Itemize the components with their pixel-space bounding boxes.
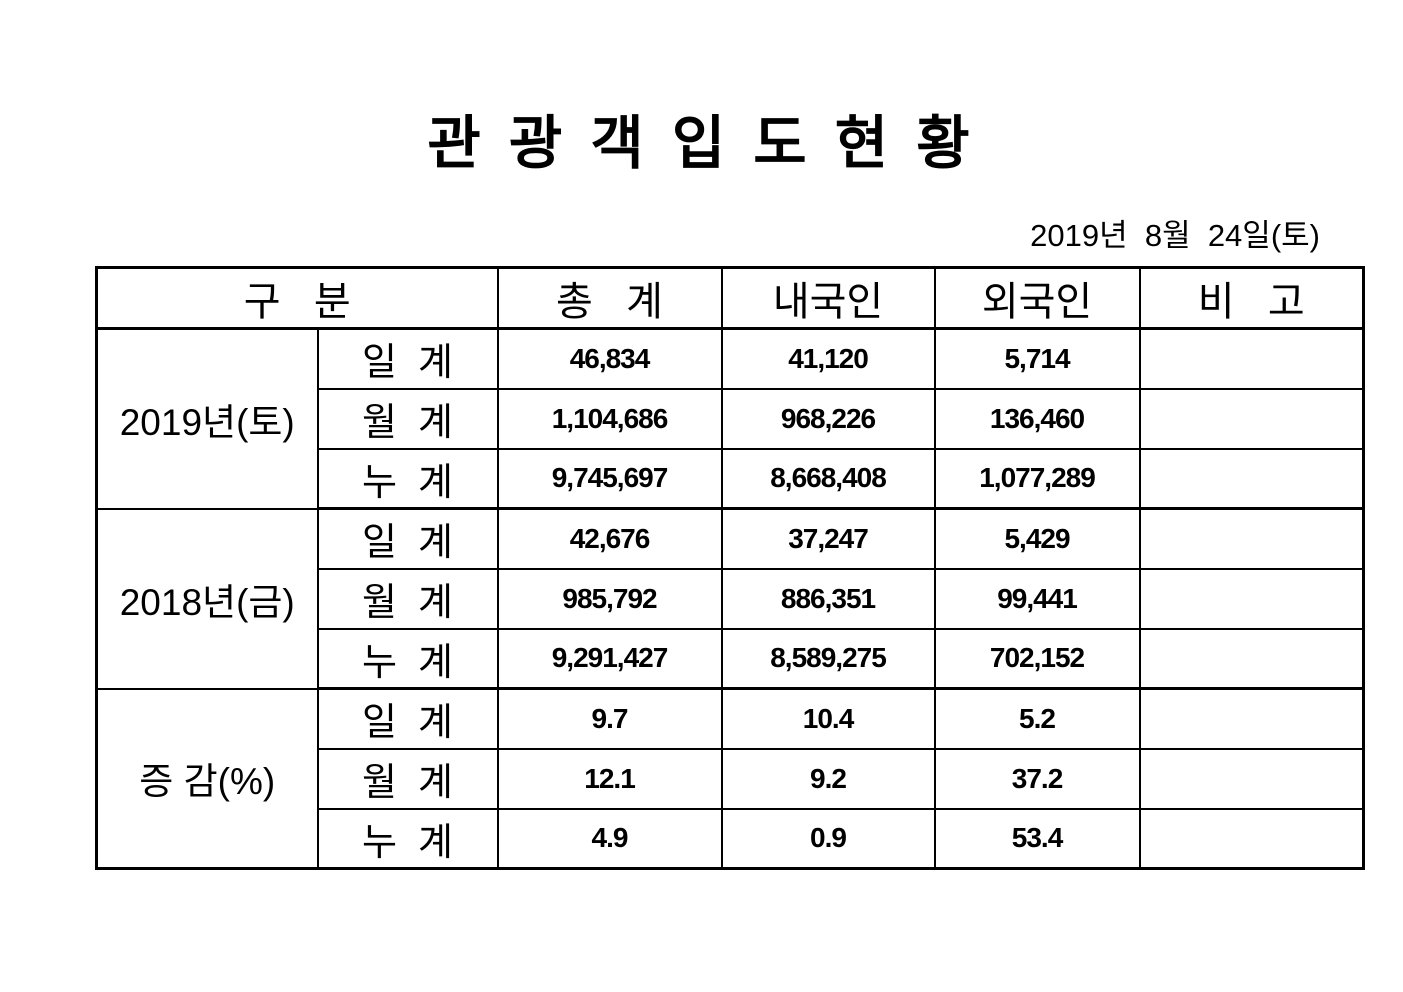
page-title: 관 광 객 입 도 현 황 [427, 111, 976, 176]
foreign-cell: 5,714 [933, 327, 1141, 390]
foreign-cell: 53.4 [933, 807, 1141, 870]
total-cell: 1,104,686 [496, 387, 723, 450]
table-row: 누 계 9,291,427 8,589,275 702,152 [97, 627, 1365, 690]
foreign-cell: 5,429 [933, 507, 1141, 570]
foreign-cell: 37.2 [933, 747, 1141, 810]
tourist-arrival-table: 구 분 총 계 내국인 외국인 비 고 2019년(토) 일 계 46,834 … [95, 266, 1366, 870]
total-cell: 46,834 [496, 327, 723, 390]
table-row: 2018년(금) 일 계 42,676 37,247 5,429 [95, 507, 1365, 690]
total-cell: 9,745,697 [496, 447, 723, 510]
domestic-cell: 41,120 [720, 327, 936, 390]
table-row: 2019년(토) 일 계 46,834 41,120 5,714 [95, 327, 1365, 510]
domestic-cell: 9.2 [720, 747, 936, 810]
remarks-cell [1138, 807, 1365, 870]
remarks-cell [1138, 447, 1365, 510]
table-row: 월 계 12.1 9.2 37.2 [97, 747, 1365, 810]
period-cell: 누 계 [316, 627, 499, 690]
header-total: 총 계 [496, 266, 723, 330]
year-2018-cell: 2018년(금) [95, 507, 319, 690]
foreign-cell: 1,077,289 [933, 447, 1141, 510]
domestic-cell: 968,226 [720, 387, 936, 450]
foreign-cell: 702,152 [933, 627, 1141, 690]
period-cell: 월 계 [316, 567, 499, 630]
domestic-cell: 0.9 [720, 807, 936, 870]
domestic-cell: 8,589,275 [720, 627, 936, 690]
period-cell: 월 계 [316, 387, 499, 450]
total-cell: 9.7 [496, 687, 723, 750]
remarks-cell [1138, 507, 1365, 570]
period-cell: 일 계 [316, 327, 499, 390]
header-category: 구 분 [95, 266, 499, 330]
change-percent-cell: 증 감(%) [95, 687, 319, 870]
foreign-cell: 136,460 [933, 387, 1141, 450]
header-remarks: 비 고 [1138, 266, 1365, 330]
total-cell: 12.1 [496, 747, 723, 810]
table-row: 누 계 4.9 0.9 53.4 [97, 807, 1365, 870]
foreign-cell: 5.2 [933, 687, 1141, 750]
domestic-cell: 886,351 [720, 567, 936, 630]
domestic-cell: 37,247 [720, 507, 936, 570]
period-cell: 일 계 [316, 687, 499, 750]
table-row: 누 계 9,745,697 8,668,408 1,077,289 [97, 447, 1365, 510]
total-cell: 9,291,427 [496, 627, 723, 690]
foreign-cell: 99,441 [933, 567, 1141, 630]
remarks-cell [1138, 567, 1365, 630]
period-cell: 누 계 [316, 447, 499, 510]
remarks-cell [1138, 747, 1365, 810]
table-row: 월 계 1,104,686 968,226 136,460 [97, 387, 1365, 450]
period-cell: 누 계 [316, 807, 499, 870]
period-cell: 월 계 [316, 747, 499, 810]
remarks-cell [1138, 327, 1365, 390]
period-cell: 일 계 [316, 507, 499, 570]
total-cell: 4.9 [496, 807, 723, 870]
table-row: 월 계 985,792 886,351 99,441 [97, 567, 1365, 630]
remarks-cell [1138, 387, 1365, 450]
domestic-cell: 8,668,408 [720, 447, 936, 510]
remarks-cell [1138, 687, 1365, 750]
year-2019-cell: 2019년(토) [95, 327, 319, 510]
total-cell: 985,792 [496, 567, 723, 630]
remarks-cell [1138, 627, 1365, 690]
domestic-cell: 10.4 [720, 687, 936, 750]
report-date: 2019년 8월 24일(토) [1030, 218, 1320, 253]
header-row: 구 분 총 계 내국인 외국인 비 고 [95, 266, 1365, 330]
header-domestic: 내국인 [720, 266, 936, 330]
total-cell: 42,676 [496, 507, 723, 570]
table-row: 증 감(%) 일 계 9.7 10.4 5.2 [95, 687, 1365, 870]
header-foreign: 외국인 [933, 266, 1141, 330]
